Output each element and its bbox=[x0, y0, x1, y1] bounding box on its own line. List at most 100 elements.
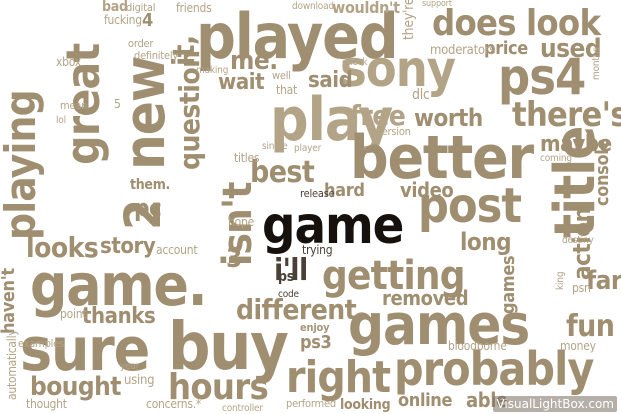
word-ill: i'll bbox=[274, 253, 308, 288]
word-hours: hours bbox=[168, 367, 269, 408]
word-console: console bbox=[592, 138, 613, 206]
word-hope: hope bbox=[228, 215, 254, 229]
word-pc: pc bbox=[134, 194, 162, 222]
word-enjoy: enjoy bbox=[300, 321, 330, 334]
word-download: download bbox=[292, 1, 334, 12]
word-thanks: thanks bbox=[82, 304, 156, 329]
word-long: long bbox=[460, 228, 512, 256]
word-four: 4 bbox=[142, 10, 153, 31]
word-titles: titles bbox=[234, 151, 260, 165]
word-games: games bbox=[348, 293, 530, 358]
word-release: release bbox=[300, 187, 335, 200]
word-controller: controller bbox=[222, 403, 263, 414]
word-order: order bbox=[128, 37, 154, 50]
word-different: different bbox=[236, 293, 357, 326]
word-free: free bbox=[350, 99, 406, 132]
word-buy: buy bbox=[168, 308, 289, 385]
word-better: better bbox=[350, 123, 534, 193]
word-played: played bbox=[196, 0, 399, 73]
watermark: VisualLightBox.com bbox=[493, 396, 617, 412]
word-two: 2 bbox=[114, 199, 172, 230]
word-looks: looks bbox=[26, 231, 99, 264]
word-new: new bbox=[113, 56, 178, 170]
word-used: used bbox=[540, 34, 602, 64]
word-examples: examples bbox=[18, 337, 64, 350]
word-them: them. bbox=[130, 177, 171, 193]
word-moderators: moderators bbox=[430, 43, 496, 58]
word-coming: coming bbox=[540, 153, 572, 164]
word-online: online bbox=[398, 390, 453, 411]
word-fun: fun bbox=[566, 309, 615, 344]
word-play: play bbox=[270, 85, 393, 155]
word-ps3: ps3 bbox=[300, 332, 332, 353]
word-sony: sony bbox=[340, 40, 456, 98]
word-trying: trying bbox=[302, 243, 333, 257]
word-psn: psn bbox=[572, 281, 591, 295]
word-well: well bbox=[272, 69, 291, 82]
word-xbox: xbox bbox=[56, 55, 81, 69]
word-hard: hard bbox=[324, 180, 365, 201]
word-bought: bought bbox=[30, 372, 121, 402]
word-destiny-v: king bbox=[555, 271, 566, 290]
word-getting: getting bbox=[322, 253, 466, 299]
word-code: code bbox=[278, 289, 299, 300]
word-money: money bbox=[560, 339, 596, 353]
word-does: does bbox=[432, 3, 517, 44]
word-fucking: fucking bbox=[104, 13, 142, 27]
word-that: that bbox=[276, 83, 297, 97]
word-bloodborne: bloodborne bbox=[448, 339, 507, 353]
word-probably: probably bbox=[394, 342, 594, 396]
word-concerns: concerns.* bbox=[146, 397, 202, 411]
word-thought: thought bbox=[26, 397, 67, 411]
word-far: far bbox=[586, 266, 621, 296]
word-using: using bbox=[124, 373, 155, 388]
word-playing: playing bbox=[0, 90, 45, 240]
word-game-colon: game. bbox=[30, 251, 208, 319]
word-game: game bbox=[262, 196, 404, 256]
word-performed: performed bbox=[286, 397, 336, 410]
word-wait: wait bbox=[218, 70, 265, 95]
word-wouldnt: wouldn't bbox=[332, 0, 400, 17]
word-price: price bbox=[484, 38, 528, 59]
word-version: version bbox=[376, 125, 411, 138]
word-story: story bbox=[100, 234, 156, 259]
word-said: said bbox=[308, 68, 353, 93]
word-dlc: dlc bbox=[412, 87, 430, 103]
word-me: me. bbox=[230, 46, 278, 76]
word-definitely: definitely bbox=[134, 49, 179, 62]
word-point: point bbox=[60, 307, 87, 321]
word-worth: worth bbox=[414, 104, 483, 132]
word-mean: mean bbox=[60, 99, 88, 112]
word-ps: ps bbox=[278, 269, 294, 285]
word-removed: removed bbox=[382, 286, 469, 310]
word-theres: there's bbox=[512, 95, 621, 135]
word-right: right bbox=[286, 352, 391, 403]
word-five: 5 bbox=[114, 97, 121, 111]
word-months: months bbox=[591, 47, 602, 80]
word-three: 3 bbox=[226, 244, 242, 274]
word-maybe: maybe bbox=[540, 132, 612, 157]
word-year: year bbox=[120, 361, 140, 372]
word-post: post bbox=[418, 178, 522, 234]
word-digital: digital bbox=[126, 1, 156, 14]
word-ps4: ps4 bbox=[498, 48, 586, 106]
word-havent: haven't bbox=[0, 268, 19, 334]
word-best: best bbox=[250, 155, 315, 190]
word-making: making bbox=[196, 65, 229, 76]
word-automatically: automatically bbox=[5, 329, 19, 400]
word-check: check bbox=[342, 57, 368, 68]
word-support: support bbox=[422, 0, 452, 9]
word-player: player bbox=[294, 143, 322, 154]
word-theyre: they're bbox=[401, 0, 417, 40]
word-account: account bbox=[156, 243, 198, 257]
word-friends: friends bbox=[176, 1, 212, 15]
word-look: look bbox=[526, 3, 601, 44]
word-looking: looking bbox=[340, 397, 391, 413]
word-single: single bbox=[262, 141, 288, 152]
word-destiny: destiny bbox=[562, 235, 594, 246]
word-games-v: games bbox=[498, 255, 519, 314]
word-bad: bad bbox=[102, 0, 128, 15]
word-lol: lol bbox=[56, 115, 66, 126]
word-sure: sure bbox=[20, 315, 150, 385]
